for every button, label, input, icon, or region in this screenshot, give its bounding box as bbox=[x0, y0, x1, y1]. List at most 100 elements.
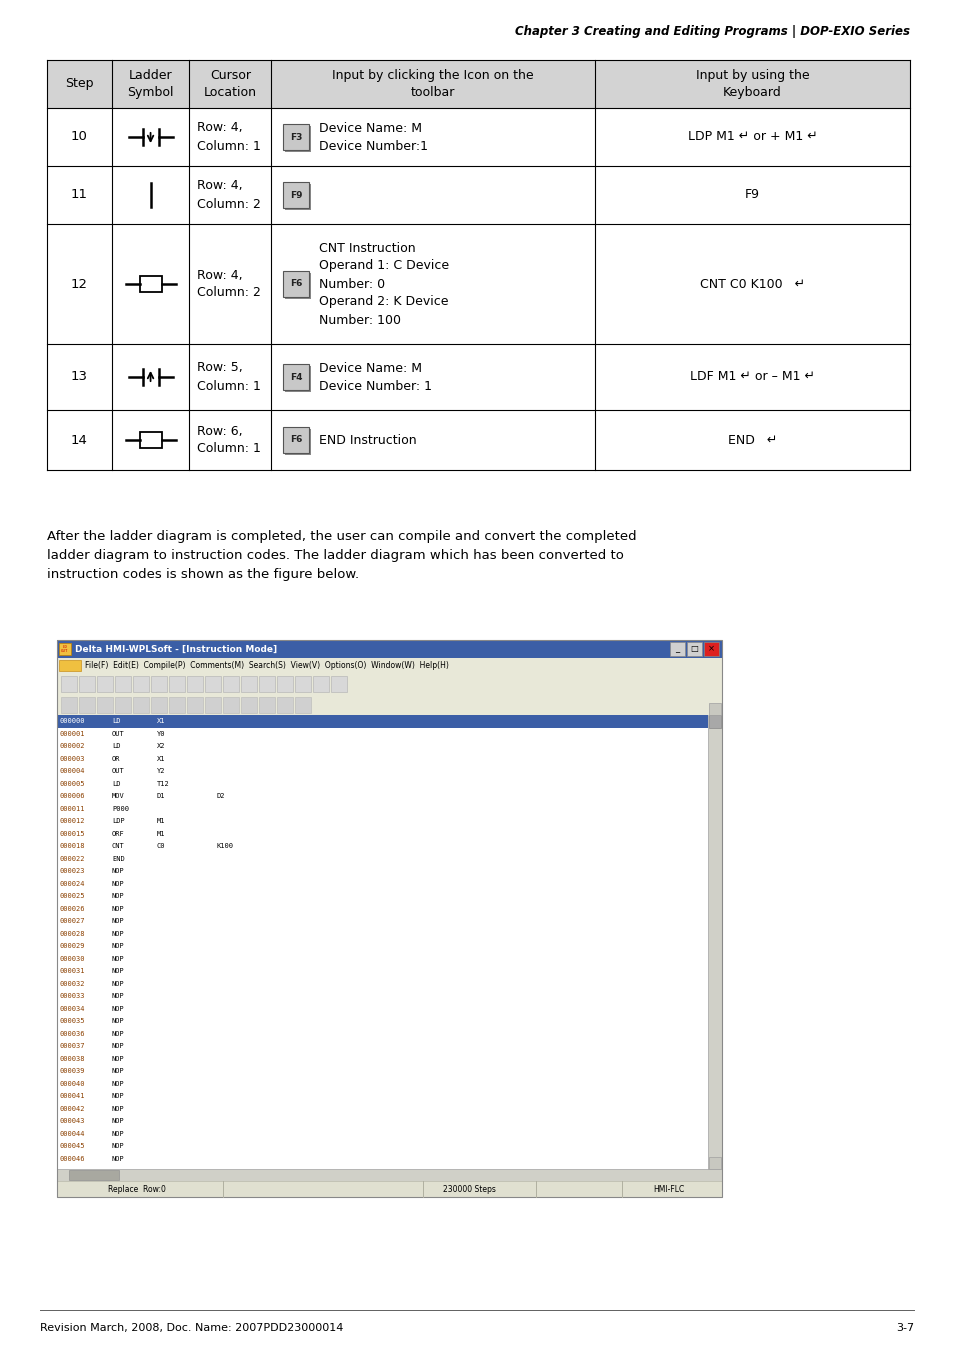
Bar bbox=[57, 1090, 707, 1102]
Text: 000041: 000041 bbox=[60, 1093, 86, 1100]
Bar bbox=[285, 430, 311, 455]
Bar bbox=[69, 1170, 119, 1179]
Text: _: _ bbox=[675, 644, 679, 654]
Text: X1: X1 bbox=[157, 755, 165, 762]
Text: 000029: 000029 bbox=[60, 943, 86, 950]
Text: Device Name: M
Device Number: 1: Device Name: M Device Number: 1 bbox=[319, 362, 432, 393]
Text: END Instruction: END Instruction bbox=[319, 434, 416, 446]
Text: 000036: 000036 bbox=[60, 1031, 86, 1036]
Text: Replace  Row:0: Replace Row:0 bbox=[108, 1185, 166, 1193]
Bar bbox=[686, 642, 701, 657]
Bar bbox=[132, 676, 149, 692]
Text: 000004: 000004 bbox=[60, 769, 86, 774]
Text: Row: 5,
Column: 1: Row: 5, Column: 1 bbox=[197, 362, 261, 393]
Bar bbox=[708, 1156, 720, 1169]
Bar bbox=[57, 952, 707, 965]
Bar bbox=[187, 676, 203, 692]
Text: F9: F9 bbox=[290, 190, 302, 200]
Text: 000006: 000006 bbox=[60, 793, 86, 800]
Text: Row: 4,
Column: 2: Row: 4, Column: 2 bbox=[197, 180, 261, 211]
Text: □: □ bbox=[690, 644, 698, 654]
Text: 000030: 000030 bbox=[60, 955, 86, 962]
Bar bbox=[57, 1028, 707, 1040]
Bar bbox=[57, 640, 721, 658]
Text: 000032: 000032 bbox=[60, 981, 86, 986]
Bar bbox=[57, 940, 707, 952]
Bar bbox=[59, 643, 71, 655]
Text: 000039: 000039 bbox=[60, 1069, 86, 1074]
Bar bbox=[97, 676, 112, 692]
Text: ×: × bbox=[707, 644, 714, 654]
Text: D1: D1 bbox=[157, 793, 165, 800]
Text: 000012: 000012 bbox=[60, 819, 86, 824]
Text: F6: F6 bbox=[290, 435, 302, 444]
Text: 000015: 000015 bbox=[60, 831, 86, 836]
Bar bbox=[151, 676, 167, 692]
Text: 230000 Steps: 230000 Steps bbox=[442, 1185, 496, 1193]
Text: NOP: NOP bbox=[112, 1043, 125, 1050]
Bar bbox=[57, 715, 707, 727]
Text: END: END bbox=[112, 855, 125, 862]
Text: NOP: NOP bbox=[112, 1155, 125, 1162]
Text: X1: X1 bbox=[157, 719, 165, 724]
Text: NOP: NOP bbox=[112, 1105, 125, 1112]
Bar bbox=[57, 740, 707, 753]
Text: X2: X2 bbox=[157, 743, 165, 750]
Text: NOP: NOP bbox=[112, 1069, 125, 1074]
Text: M1: M1 bbox=[157, 819, 165, 824]
Text: 000025: 000025 bbox=[60, 893, 86, 900]
Text: MOV: MOV bbox=[112, 793, 125, 800]
Bar bbox=[241, 697, 256, 713]
Bar bbox=[283, 272, 309, 297]
Text: 000040: 000040 bbox=[60, 1081, 86, 1086]
Bar bbox=[223, 697, 239, 713]
Bar bbox=[57, 852, 707, 865]
Text: NOP: NOP bbox=[112, 919, 125, 924]
Bar bbox=[276, 697, 293, 713]
Text: Row: 4,
Column: 1: Row: 4, Column: 1 bbox=[197, 122, 261, 153]
Bar bbox=[57, 1169, 721, 1181]
Bar bbox=[57, 990, 707, 1002]
Bar bbox=[115, 676, 131, 692]
Bar bbox=[57, 1115, 707, 1128]
Bar bbox=[57, 777, 707, 790]
Text: 000031: 000031 bbox=[60, 969, 86, 974]
Bar bbox=[57, 878, 707, 890]
Text: LD: LD bbox=[112, 719, 120, 724]
Text: 12: 12 bbox=[71, 277, 88, 290]
Text: K100: K100 bbox=[216, 843, 233, 850]
Text: 000042: 000042 bbox=[60, 1105, 86, 1112]
Text: 000026: 000026 bbox=[60, 905, 86, 912]
Text: NOP: NOP bbox=[112, 955, 125, 962]
Text: D2: D2 bbox=[216, 793, 225, 800]
Bar bbox=[47, 59, 909, 470]
Text: File(F)  Edit(E)  Compile(P)  Comments(M)  Search(S)  View(V)  Options(O)  Windo: File(F) Edit(E) Compile(P) Comments(M) S… bbox=[85, 661, 449, 670]
Bar bbox=[57, 673, 721, 694]
Bar bbox=[285, 366, 311, 392]
Bar bbox=[283, 182, 309, 208]
Text: 14: 14 bbox=[71, 434, 88, 446]
Bar bbox=[57, 1078, 707, 1090]
Bar bbox=[97, 697, 112, 713]
Text: CNT: CNT bbox=[112, 843, 125, 850]
Bar bbox=[169, 676, 185, 692]
Bar bbox=[57, 865, 707, 878]
Bar bbox=[151, 697, 167, 713]
Bar bbox=[331, 676, 347, 692]
Text: Row: 4,
Column: 2: Row: 4, Column: 2 bbox=[197, 269, 261, 300]
Bar bbox=[241, 676, 256, 692]
Bar bbox=[57, 753, 707, 765]
Text: 000024: 000024 bbox=[60, 881, 86, 886]
Bar bbox=[169, 697, 185, 713]
Text: LD: LD bbox=[112, 781, 120, 786]
Text: Delta HMI-WPLSoft - [Instruction Mode]: Delta HMI-WPLSoft - [Instruction Mode] bbox=[75, 644, 276, 654]
Text: Input by clicking the Icon on the
toolbar: Input by clicking the Icon on the toolba… bbox=[332, 69, 534, 99]
Bar bbox=[57, 1102, 707, 1115]
Text: NOP: NOP bbox=[112, 1093, 125, 1100]
Bar bbox=[57, 965, 707, 978]
Text: NOP: NOP bbox=[112, 993, 125, 1000]
Text: NOP: NOP bbox=[112, 905, 125, 912]
Text: 000043: 000043 bbox=[60, 1119, 86, 1124]
Bar bbox=[132, 697, 149, 713]
Bar bbox=[205, 676, 221, 692]
